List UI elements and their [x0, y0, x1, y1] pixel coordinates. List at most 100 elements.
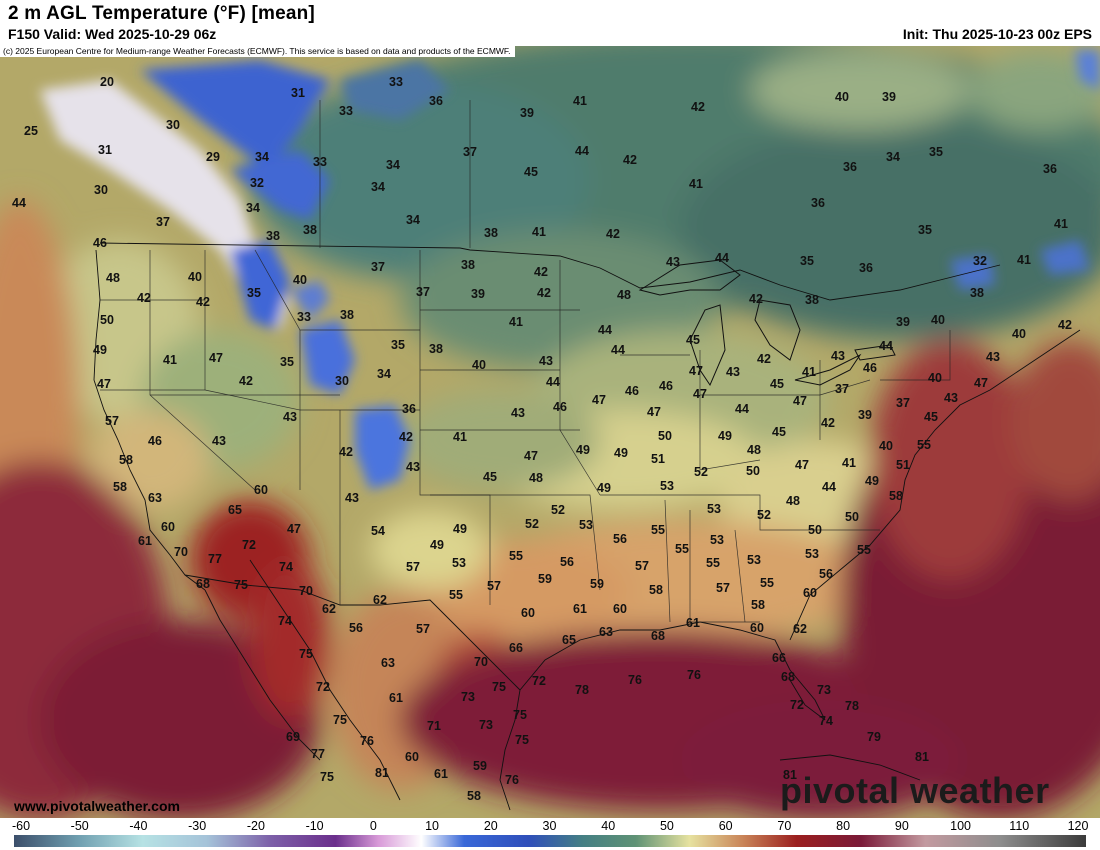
temperature-label: 44: [735, 402, 749, 416]
temperature-label: 75: [234, 578, 248, 592]
temperature-label: 42: [691, 100, 705, 114]
temperature-label: 57: [406, 560, 420, 574]
temperature-label: 56: [613, 532, 627, 546]
temperature-label: 76: [505, 773, 519, 787]
temperature-label: 74: [279, 560, 293, 574]
temperature-label: 47: [689, 364, 703, 378]
temperature-label: 32: [250, 176, 264, 190]
temperature-label: 38: [340, 308, 354, 322]
colorbar-tick-label: 110: [1009, 819, 1030, 833]
temperature-label: 38: [429, 342, 443, 356]
temperature-label: 61: [434, 767, 448, 781]
temperature-label: 34: [255, 150, 269, 164]
colorbar-tick-labels: -60 -50 -40 -30 -20 -10 0 10 20 30 40 50 60 70 80 90 100…: [0, 818, 1100, 834]
temperature-label: 47: [97, 377, 111, 391]
temperature-label: 41: [842, 456, 856, 470]
colorbar-tick-label: -20: [246, 819, 265, 833]
temperature-label: 53: [805, 547, 819, 561]
temperature-label: 70: [174, 545, 188, 559]
temperature-label: 61: [686, 616, 700, 630]
temperature-label: 45: [924, 410, 938, 424]
temperature-label: 45: [772, 425, 786, 439]
temperature-label: 40: [188, 270, 202, 284]
colorbar-tick-label: 120: [1067, 819, 1089, 833]
temperature-label: 59: [538, 572, 552, 586]
temperature-label: 41: [573, 94, 587, 108]
temperature-label: 42: [534, 265, 548, 279]
temperature-label: 47: [592, 393, 606, 407]
temperature-label: 47: [524, 449, 538, 463]
temperature-label: 68: [196, 577, 210, 591]
temperature-label: 61: [389, 691, 403, 705]
copyright-notice: (c) 2025 European Centre for Medium-rang…: [0, 46, 515, 57]
temperature-label: 73: [461, 690, 475, 704]
temperature-label: 43: [406, 460, 420, 474]
temperature-label: 74: [278, 614, 292, 628]
temperature-label: 48: [529, 471, 543, 485]
temperature-label: 71: [427, 719, 441, 733]
temperature-label: 40: [835, 90, 849, 104]
temperature-label: 76: [360, 734, 374, 748]
colorbar-tick-label: 40: [601, 819, 616, 833]
temperature-label: 34: [406, 213, 420, 227]
temperature-map: 20 25 31 30 44 46 48 42 50 49 47 57 58 58 63 60 61 70 77 68…: [0, 46, 1100, 818]
temperature-label: 57: [416, 622, 430, 636]
temperature-label: 70: [299, 584, 313, 598]
temperature-label: 60: [613, 602, 627, 616]
temperature-label: 53: [747, 553, 761, 567]
temperature-label: 49: [93, 343, 107, 357]
temperature-label: 57: [716, 581, 730, 595]
colorbar-tick-label: 30: [542, 819, 557, 833]
temperature-label: 44: [12, 196, 26, 210]
temperature-label: 37: [896, 396, 910, 410]
temperature-label: 55: [675, 542, 689, 556]
temperature-label: 54: [371, 524, 385, 538]
temperature-label: 42: [137, 291, 151, 305]
temperature-label: 55: [857, 543, 871, 557]
temperature-label: 58: [113, 480, 127, 494]
colorbar-tick-label: 60: [718, 819, 733, 833]
temperature-label: 49: [453, 522, 467, 536]
temperature-label: 47: [209, 351, 223, 365]
colorbar-tick-label: 70: [777, 819, 792, 833]
colorbar-strip: [14, 835, 1086, 847]
state-lines: [100, 100, 951, 623]
temperature-label: 34: [246, 201, 260, 215]
temperature-label: 61: [138, 534, 152, 548]
temperature-label: 60: [803, 586, 817, 600]
temperature-label: 36: [859, 261, 873, 275]
temperature-label: 42: [239, 374, 253, 388]
temperature-label: 50: [100, 313, 114, 327]
temperature-label: 30: [166, 118, 180, 132]
temperature-label: 72: [532, 674, 546, 688]
temperature-label: 35: [800, 254, 814, 268]
temperature-label: 57: [487, 579, 501, 593]
temperature-label: 77: [311, 747, 325, 761]
temperature-label: 48: [617, 288, 631, 302]
temperature-label: 55: [449, 588, 463, 602]
temperature-label: 41: [1054, 217, 1068, 231]
temperature-label: 33: [389, 75, 403, 89]
temperature-label: 43: [944, 391, 958, 405]
temperature-label: 31: [291, 86, 305, 100]
temperature-label: 58: [751, 598, 765, 612]
temperature-label: 43: [345, 491, 359, 505]
temperature-label: 32: [973, 254, 987, 268]
temperature-label: 43: [831, 349, 845, 363]
colorbar-tick-label: -10: [305, 819, 324, 833]
temperature-label: 42: [537, 286, 551, 300]
temperature-label: 42: [399, 430, 413, 444]
temperature-label: 48: [747, 443, 761, 457]
temperature-label: 75: [492, 680, 506, 694]
colorbar-tick-label: 10: [425, 819, 439, 833]
colorbar-tick-label: 90: [894, 819, 909, 833]
temperature-label: 41: [689, 177, 703, 191]
temperature-label: 75: [299, 647, 313, 661]
temperature-label: 47: [793, 394, 807, 408]
temperature-label: 52: [757, 508, 771, 522]
temperature-label: 46: [553, 400, 567, 414]
temperature-label: 33: [339, 104, 353, 118]
temperature-label: 41: [163, 353, 177, 367]
temperature-label: 73: [817, 683, 831, 697]
temperature-label: 44: [546, 375, 560, 389]
